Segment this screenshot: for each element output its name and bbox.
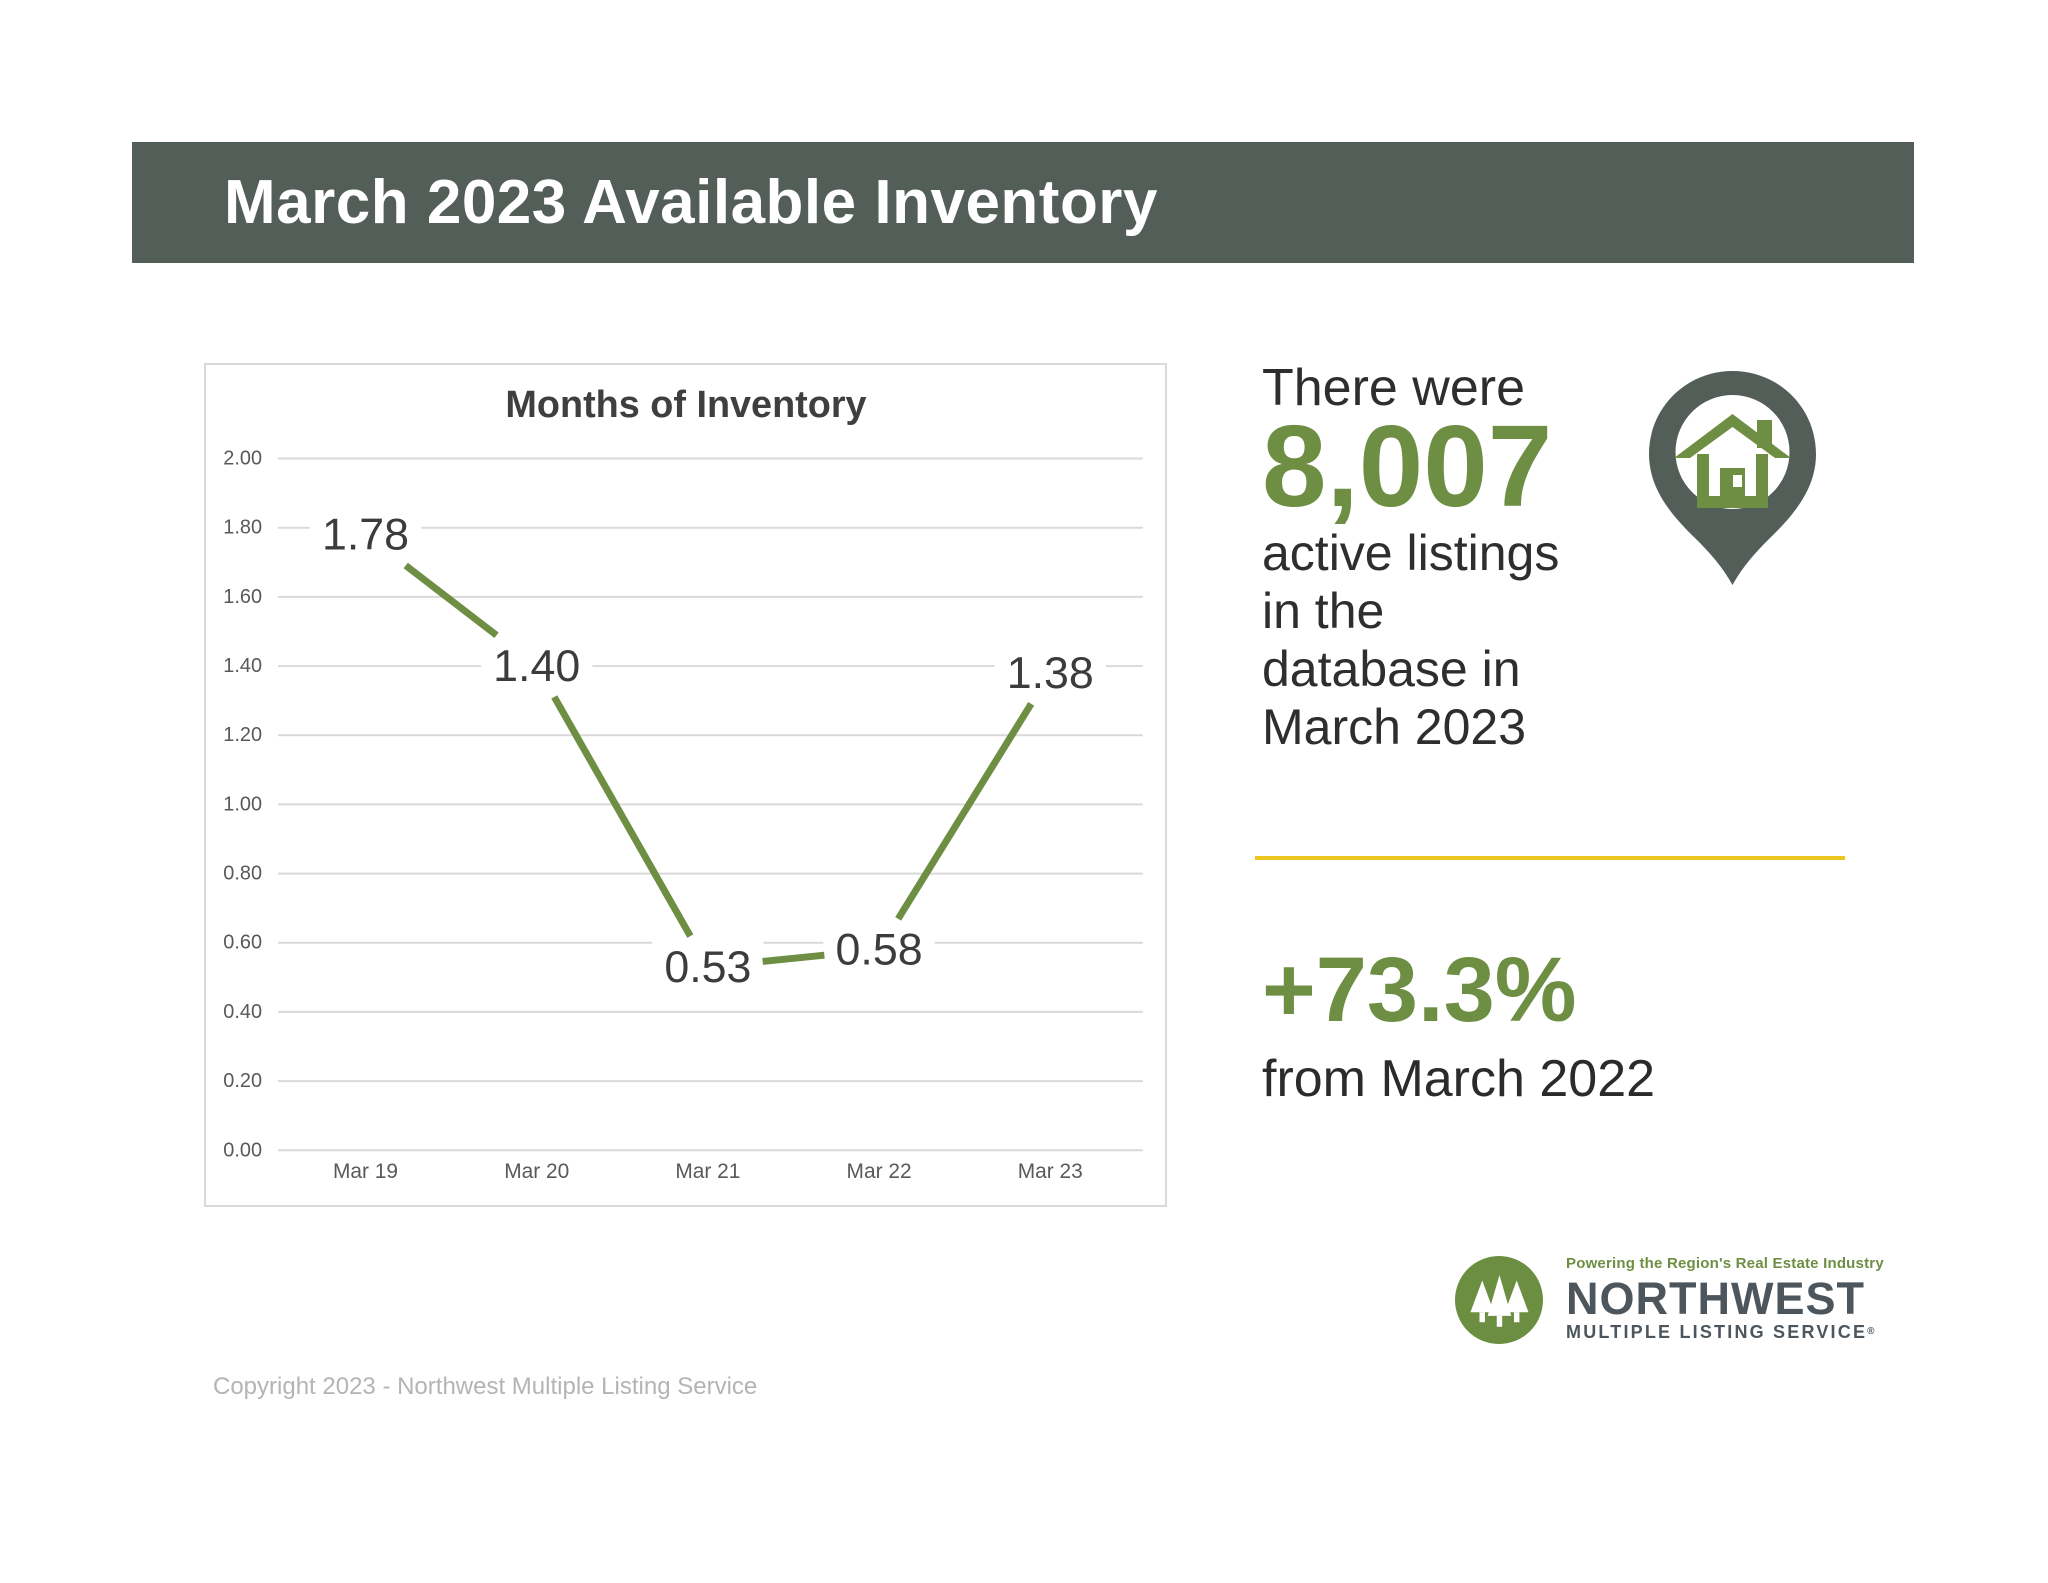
- house-icon: [1674, 414, 1791, 508]
- chart-data-labels: 1.78 1.40 0.53 0.58 1.38: [322, 510, 1094, 992]
- stats-description-line: March 2023: [1262, 699, 1527, 755]
- location-pin-icon: [1649, 371, 1816, 585]
- logo-subtitle: MULTIPLE LISTING SERVICE®: [1566, 1322, 1875, 1342]
- svg-text:1.40: 1.40: [493, 641, 580, 691]
- svg-text:0.40: 0.40: [223, 1001, 262, 1023]
- percent-change-caption: from March 2022: [1262, 1050, 1656, 1108]
- registered-trademark-symbol: ®: [1867, 1326, 1875, 1337]
- svg-text:0.58: 0.58: [836, 925, 923, 975]
- svg-text:0.60: 0.60: [223, 932, 262, 954]
- chart-y-tick-labels: 0.00 0.20 0.40 0.60 0.80 1.00 1.20 1.40 1.60 1.80…: [223, 448, 262, 1162]
- svg-text:2.00: 2.00: [223, 448, 262, 470]
- svg-text:0.00: 0.00: [223, 1139, 262, 1161]
- inventory-line-chart-svg: Months of Inventory 0.00 0.20 0.40 0.60 0.80 1…: [223, 384, 1143, 1183]
- copyright-text: Copyright 2023 - Northwest Multiple List…: [213, 1373, 758, 1400]
- yellow-divider: [1255, 856, 1845, 860]
- page-title: March 2023 Available Inventory: [224, 168, 1158, 237]
- percent-change-value: +73.3%: [1262, 939, 1577, 1041]
- active-listings-count: 8,007: [1262, 401, 1553, 531]
- svg-text:1.38: 1.38: [1007, 648, 1094, 698]
- svg-text:0.20: 0.20: [223, 1070, 262, 1092]
- logo-name: NORTHWEST: [1566, 1273, 1865, 1324]
- months-of-inventory-chart: Months of Inventory 0.00 0.20 0.40 0.60 0.80 1…: [204, 363, 1167, 1207]
- stats-description-line: active listings: [1262, 525, 1560, 581]
- chart-gridlines: [277, 457, 1143, 1152]
- svg-text:1.20: 1.20: [223, 724, 262, 746]
- chart-title: Months of Inventory: [505, 384, 866, 426]
- svg-text:Mar 19: Mar 19: [333, 1160, 398, 1183]
- svg-text:1.78: 1.78: [322, 510, 409, 560]
- svg-text:1.60: 1.60: [223, 586, 262, 608]
- svg-text:Mar 22: Mar 22: [847, 1160, 912, 1183]
- svg-text:1.40: 1.40: [223, 655, 262, 677]
- svg-text:Mar 20: Mar 20: [504, 1160, 569, 1183]
- chart-label-halos: [309, 505, 1106, 996]
- svg-text:1.00: 1.00: [223, 793, 262, 815]
- logo-tagline: Powering the Region's Real Estate Indust…: [1566, 1255, 1884, 1272]
- svg-text:0.53: 0.53: [664, 942, 751, 992]
- svg-text:Mar 23: Mar 23: [1018, 1160, 1083, 1183]
- stats-intro-text: There were: [1262, 359, 1525, 417]
- chart-x-tick-labels: Mar 19 Mar 20 Mar 21 Mar 22 Mar 23: [333, 1160, 1083, 1183]
- stats-description-line: database in: [1262, 641, 1521, 697]
- nwmls-logo-text: Powering the Region's Real Estate Indust…: [1566, 1254, 1986, 1342]
- svg-text:0.80: 0.80: [223, 863, 262, 885]
- header-bar: March 2023 Available Inventory: [132, 142, 1914, 263]
- stats-description: active listings in the database in March…: [1262, 524, 1559, 756]
- chart-line: [403, 562, 1035, 965]
- svg-text:Mar 21: Mar 21: [675, 1160, 740, 1183]
- svg-text:1.80: 1.80: [223, 517, 262, 539]
- nwmls-trees-logo-icon: [1455, 1256, 1543, 1344]
- stats-description-line: in the: [1262, 583, 1385, 639]
